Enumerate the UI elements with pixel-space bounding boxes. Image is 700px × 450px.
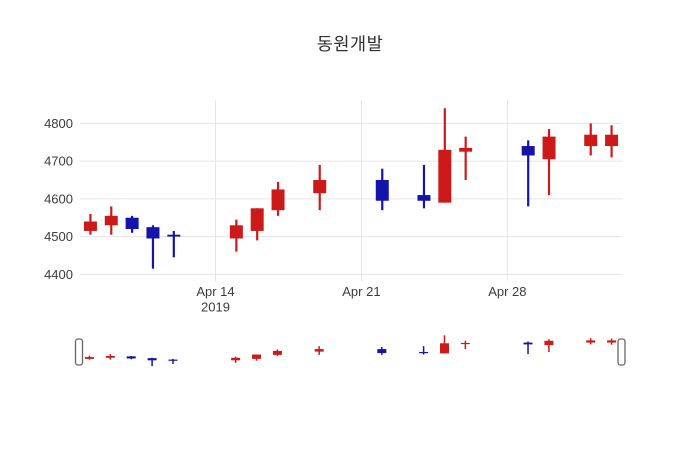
plot-area[interactable]: [80, 100, 622, 282]
candle[interactable]: [521, 140, 535, 207]
candle-body: [229, 225, 243, 239]
candle[interactable]: [167, 230, 181, 258]
mini-candle-body: [377, 349, 387, 354]
range-slider-track[interactable]: [79, 331, 622, 371]
candle[interactable]: [250, 208, 264, 241]
x-tick-label: Apr 28: [488, 284, 526, 299]
mini-candle-body: [252, 354, 262, 359]
mini-candle-body: [84, 357, 94, 359]
x-tick-label: Apr 14: [196, 284, 234, 299]
mini-candle-body: [314, 349, 324, 352]
candle-body: [542, 136, 556, 160]
mini-candle-body: [419, 351, 429, 354]
candle-body: [125, 217, 139, 230]
mini-candle-body: [147, 358, 157, 361]
candle[interactable]: [375, 168, 389, 211]
candle[interactable]: [146, 225, 160, 269]
candle[interactable]: [584, 123, 598, 156]
mini-candle-body: [231, 357, 241, 361]
candle-body: [104, 215, 118, 226]
mini-candle-body: [544, 340, 554, 346]
candle-body: [605, 134, 619, 147]
candle[interactable]: [542, 129, 556, 196]
x-tick-year-label: 2019: [201, 300, 230, 315]
mini-candle-body: [460, 342, 470, 345]
mini-candle-body: [126, 356, 136, 359]
candle-body: [375, 179, 389, 201]
candle[interactable]: [605, 125, 619, 158]
chart-title: 동원개발: [316, 34, 384, 54]
candle[interactable]: [83, 213, 97, 235]
candle-body: [271, 189, 285, 211]
range-slider-left-handle[interactable]: [74, 338, 84, 366]
y-tick-label: 4500: [44, 229, 73, 244]
candle[interactable]: [229, 219, 243, 252]
candle-body: [417, 195, 431, 201]
mini-candle-body: [105, 355, 115, 358]
mini-candle-body: [168, 359, 178, 361]
candle[interactable]: [271, 181, 285, 216]
candle-body: [438, 149, 452, 203]
mini-candle-body: [272, 350, 282, 355]
mini-candle-body: [523, 342, 533, 345]
y-tick-label: 4800: [44, 116, 73, 131]
candle-body: [459, 147, 473, 152]
candle[interactable]: [438, 108, 452, 203]
candle-body: [146, 227, 160, 239]
y-tick-label: 4700: [44, 154, 73, 169]
mini-candle-body: [439, 343, 449, 354]
range-slider: [74, 331, 626, 371]
candle[interactable]: [459, 136, 473, 180]
candle[interactable]: [104, 206, 118, 235]
gridlines-layer: [80, 100, 622, 282]
candle-body: [521, 146, 535, 156]
candle-body: [584, 134, 598, 147]
y-tick-label: 4600: [44, 191, 73, 206]
x-tick-label: Apr 21: [342, 284, 380, 299]
mini-candle-body: [607, 340, 617, 343]
candles-layer: [80, 100, 622, 282]
candle[interactable]: [125, 215, 139, 233]
mini-candle-body: [586, 340, 596, 343]
candle-body: [167, 234, 181, 237]
candle-body: [250, 208, 264, 231]
candle-body: [313, 179, 327, 194]
candle[interactable]: [417, 164, 431, 209]
candle-body: [83, 221, 97, 231]
range-slider-right-handle[interactable]: [617, 338, 626, 366]
y-tick-label: 4400: [44, 267, 73, 282]
candle[interactable]: [313, 164, 327, 211]
